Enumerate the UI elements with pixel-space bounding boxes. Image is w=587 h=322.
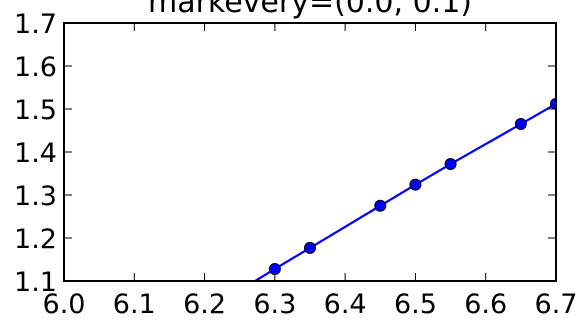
data-point <box>304 241 316 254</box>
x-tick-label: 6.6 <box>464 289 507 320</box>
data-point <box>514 118 527 131</box>
y-tick-label: 1.7 <box>14 9 57 40</box>
y-tick-label: 1.2 <box>14 224 57 255</box>
y-tick-label: 1.6 <box>14 52 57 83</box>
plot-area <box>64 23 556 281</box>
x-tick-label: 6.1 <box>113 289 156 320</box>
data-point <box>268 262 281 275</box>
x-tick-label: 6.3 <box>253 289 296 320</box>
data-point <box>409 178 422 191</box>
data-point <box>444 158 457 171</box>
y-tick-label: 1.5 <box>14 95 57 126</box>
plot-frame <box>63 22 557 282</box>
series-line <box>254 102 556 281</box>
x-tick-labels: 6.0 6.1 6.2 6.3 6.4 6.5 6.6 6.7 <box>43 289 578 320</box>
chart-title: markevery=(0.0, 0.1) <box>148 0 472 20</box>
x-tick-label: 6.2 <box>183 289 226 320</box>
y-tick-label: 1.4 <box>14 138 57 169</box>
x-tick-label: 6.0 <box>43 289 86 320</box>
y-tick-label: 1.1 <box>14 267 57 298</box>
data-point <box>550 97 556 110</box>
x-tick-label: 6.4 <box>324 289 367 320</box>
x-tick-label: 6.5 <box>394 289 437 320</box>
x-tick-label: 6.7 <box>535 289 578 320</box>
y-tick-label: 1.3 <box>14 181 57 212</box>
y-tick-labels: 1.1 1.2 1.3 1.4 1.5 1.6 1.7 <box>14 9 57 298</box>
data-point <box>374 199 387 212</box>
series-layer <box>254 97 556 281</box>
